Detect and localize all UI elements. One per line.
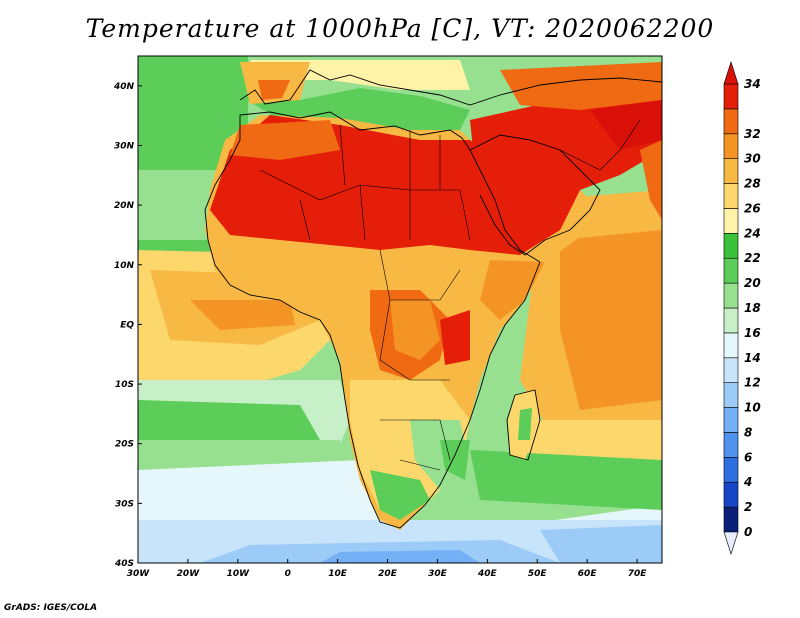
plot-frame [137, 55, 663, 564]
colorbar-label: 6 [744, 450, 752, 464]
colorbar-swatch [723, 158, 739, 184]
lat-tick-label: 30N [114, 141, 135, 151]
colorbar-swatch [723, 357, 739, 383]
colorbar-label: 0 [744, 525, 752, 539]
lat-tick-label: 10N [114, 261, 135, 271]
lat-tick-label: 40N [113, 82, 135, 92]
colorbar-label: 28 [744, 177, 761, 191]
colorbar-under-arrow [723, 531, 739, 555]
lon-tick-label: 20W [177, 569, 201, 579]
lon-tick-label: 50E [528, 569, 548, 579]
colorbar-swatch [723, 407, 739, 433]
lat-tick-label: 10S [115, 380, 134, 390]
colorbar-label: 4 [743, 475, 752, 489]
lat-tick-label: 20N [114, 201, 135, 211]
lon-tick-label: 0 [285, 569, 291, 579]
colorbar-label: 20 [744, 276, 761, 290]
country-borders [259, 119, 641, 471]
colorbar-over-arrow [723, 61, 739, 85]
temperature-field [138, 56, 662, 563]
colorbar-swatch [723, 432, 739, 458]
colorbar-swatch [723, 506, 739, 533]
colorbar-label: 22 [744, 251, 761, 265]
colorbar-swatch [723, 382, 739, 408]
colorbar-label: 12 [744, 376, 761, 390]
colorbar-swatch [723, 83, 739, 110]
colorbar-swatch [723, 208, 739, 234]
lat-tick-label: 20S [115, 440, 134, 450]
lat-tick-label: 40S [114, 559, 134, 569]
colorbar-swatch [723, 133, 739, 159]
colorbar-swatch [723, 257, 739, 284]
colorbar-swatch [723, 332, 739, 359]
axis-ticks: 30W 20W 10W 0 10E 20E 30E 40E 50E 60E 70E 40N 30N 20N… [113, 82, 647, 579]
lon-tick-label: 10E [328, 569, 348, 579]
colorbar-label: 26 [744, 201, 761, 215]
lon-tick-label: 70E [628, 569, 648, 579]
colorbar-swatch [723, 282, 739, 309]
colorbar-label: 2 [744, 500, 752, 514]
colorbar-swatch [723, 183, 739, 209]
lon-tick-label: 10W [227, 569, 251, 579]
lat-tick-label: EQ [120, 320, 134, 330]
map-title: Temperature at 1000hPa [C], VT: 20200622… [85, 14, 715, 43]
colorbar-swatch [723, 233, 739, 259]
credit-text: GrADS: IGES/COLA [4, 603, 98, 613]
colorbar-label: 10 [744, 401, 761, 415]
colorbar-swatch [723, 108, 739, 135]
colorbar-label: 32 [744, 127, 761, 141]
colorbar-label: 14 [744, 351, 761, 365]
colorbar-label: 18 [744, 301, 761, 315]
colorbar-swatch [723, 457, 739, 483]
coastlines [204, 69, 662, 529]
lon-tick-label: 40E [477, 569, 498, 579]
colorbar-label: 16 [744, 326, 761, 340]
colorbar-label: 30 [744, 152, 761, 166]
lon-tick-label: 60E [578, 569, 598, 579]
colorbar-label: 24 [744, 226, 761, 240]
colorbar-label: 34 [744, 77, 761, 91]
lon-tick-label: 30W [127, 569, 151, 579]
lat-tick-label: 30S [115, 499, 134, 509]
lon-tick-label: 30E [428, 569, 448, 579]
colorbar-label: 8 [744, 425, 752, 439]
colorbar-swatch [723, 481, 739, 508]
colorbar-swatch [723, 307, 739, 334]
lon-tick-label: 20E [378, 569, 398, 579]
